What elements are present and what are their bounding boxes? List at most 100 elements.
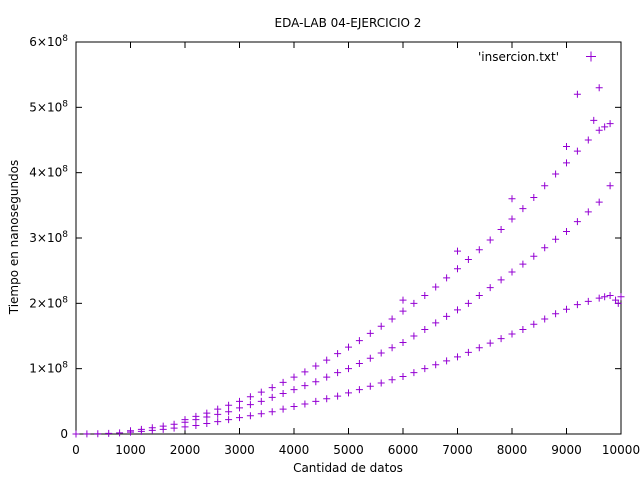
x-tick-label: 10000 [602,443,640,457]
data-point [355,386,363,394]
data-point [290,373,298,381]
y-tick-label: 3×108 [29,230,68,245]
data-point [334,350,342,358]
data-point [454,353,461,361]
data-point [312,397,320,405]
data-point [236,397,243,405]
data-point [345,389,352,397]
y-tick-label-base: 3×10 [29,231,62,245]
data-point [454,247,461,255]
data-point [94,430,102,438]
legend: 'insercion.txt' [478,50,596,64]
data-point [159,422,167,430]
x-axis-label: Cantidad de datos [293,461,403,475]
data-point [268,384,276,392]
data-point [377,349,385,357]
data-point [541,182,549,190]
data-point [573,147,581,155]
data-point [421,291,429,299]
data-point [214,418,222,426]
data-point [83,430,91,438]
y-axis-label: Tiempo en nanosegundos [7,160,21,316]
data-point [595,84,603,92]
data-point [530,320,538,328]
data-point [399,307,407,315]
x-tick-label: 9000 [551,443,582,457]
scatter-points [72,84,625,438]
legend-marker [586,51,596,62]
data-point [345,365,352,373]
data-point [552,235,560,243]
data-point [421,365,429,373]
data-point [388,315,396,323]
data-point [116,429,124,437]
y-tick-label-base: 5×10 [29,100,62,114]
x-tick-label: 3000 [224,443,255,457]
data-point [410,369,418,377]
data-point [432,283,440,291]
y-tick-label-base: 1×10 [29,362,62,376]
data-point [519,205,527,213]
y-tick-label-exponent: 8 [62,295,68,305]
y-tick-label: 2×108 [29,295,68,310]
data-point [530,193,538,201]
data-point [497,335,505,343]
y-tick-label-base: 6×10 [29,35,62,49]
data-point [454,306,461,314]
data-point [246,412,254,420]
data-point [377,379,385,387]
data-point [486,236,494,244]
data-point [127,427,134,435]
x-tick-label: 7000 [442,443,473,457]
data-point [225,401,233,409]
data-point [497,276,505,284]
data-point [203,420,211,428]
data-point [181,416,189,424]
data-point [497,226,505,234]
data-point [105,429,113,437]
data-point [508,215,516,223]
data-point [486,339,494,347]
data-point [508,195,516,203]
data-point [366,354,374,362]
x-tick-label: 0 [72,443,80,457]
y-tick-label-base: 4×10 [29,166,62,180]
data-point [573,301,581,309]
data-point [214,405,222,413]
y-tick-label-exponent: 8 [62,361,68,371]
data-point [584,208,592,216]
data-point [388,376,396,384]
data-point [323,373,331,381]
data-point [421,325,429,333]
data-point [601,293,609,301]
y-tick-label: 4×108 [29,165,68,180]
data-point [312,362,320,370]
x-tick-label: 2000 [170,443,201,457]
y-tick-label-base: 0 [60,427,68,441]
data-point [246,401,254,409]
data-point [601,123,609,131]
data-point [573,218,581,226]
data-point [279,405,287,413]
data-point [312,378,320,386]
data-point [563,227,570,235]
x-tick-label: 6000 [388,443,419,457]
data-point [595,126,603,134]
legend-label: 'insercion.txt' [478,50,559,64]
data-point [355,359,363,367]
y-tick-label: 0 [60,427,68,441]
plot-area [75,41,622,435]
data-point [399,373,407,381]
x-tick-label: 1000 [115,443,146,457]
data-point [257,388,265,396]
data-point [137,425,145,433]
data-point [410,299,418,307]
data-point [606,120,614,128]
data-point [552,310,560,318]
data-point [148,424,156,432]
data-point [614,299,622,307]
y-tick-label: 5×108 [29,99,68,114]
data-point [192,422,200,430]
x-tick-label: 4000 [279,443,310,457]
